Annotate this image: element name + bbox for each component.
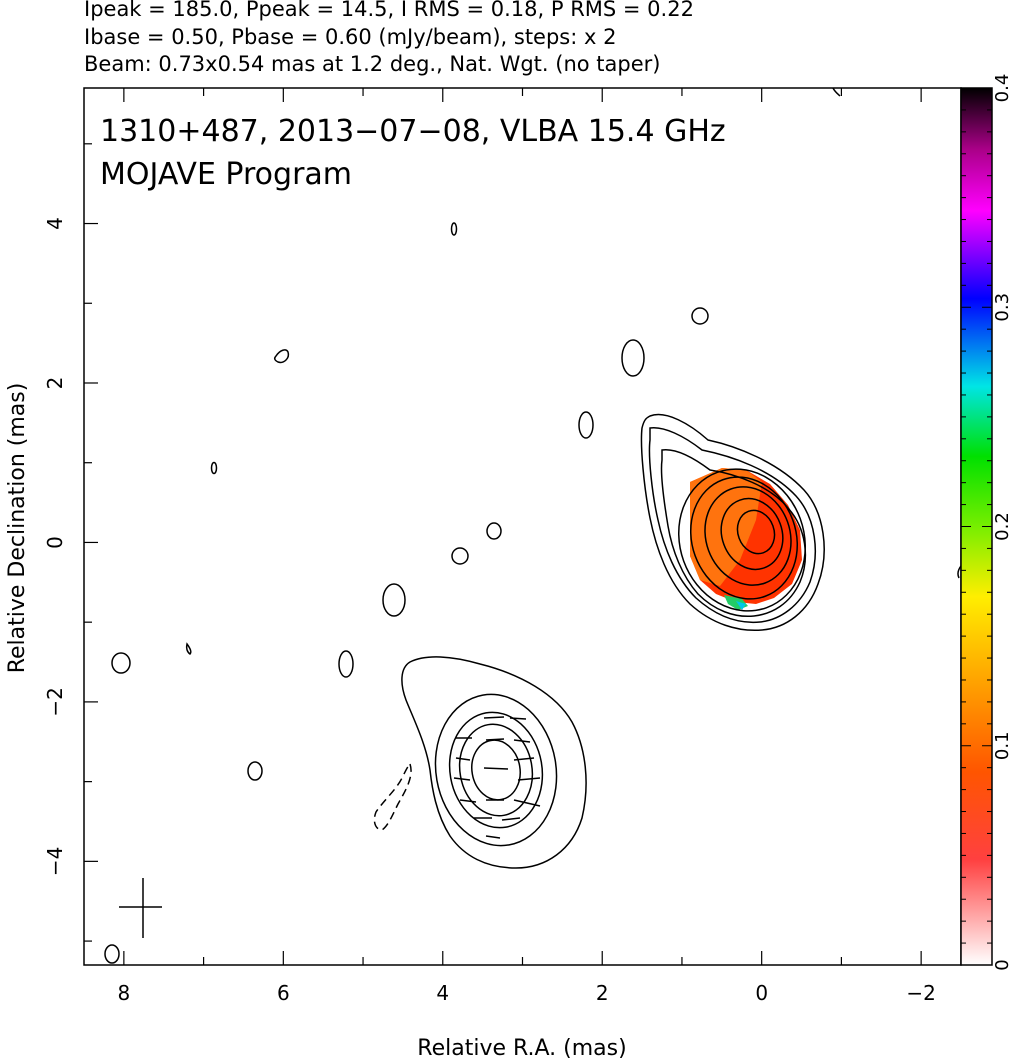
header-line-3: Beam: 0.73x0.54 mas at 1.2 deg., Nat. Wg… <box>84 52 661 76</box>
core-contours <box>640 413 825 632</box>
southeast-contours <box>401 656 587 869</box>
y-tick-label: 4 <box>43 217 67 230</box>
x-axis-label: Relative R.A. (mas) <box>417 1036 626 1061</box>
x-tick-label: −2 <box>906 981 935 1005</box>
x-tick-label: 8 <box>117 981 130 1005</box>
polarization-vectors <box>453 716 541 839</box>
y-axis-label: Relative Declination (mas) <box>5 383 30 674</box>
axis-tick-labels: 8 6 4 2 0 −2 4 2 0 −2 −4 <box>43 217 936 1005</box>
colorbar-tick-label: 0.3 <box>992 293 1013 322</box>
y-tick-label: −4 <box>43 847 67 876</box>
y-tick-label: −2 <box>43 687 67 716</box>
negative-contour <box>373 762 412 831</box>
beam-marker <box>119 878 162 938</box>
plot-frame <box>83 87 962 966</box>
x-tick-label: 4 <box>436 981 449 1005</box>
panel-subtitle: MOJAVE Program <box>100 157 352 192</box>
colorbar-tick-label: 0 <box>992 959 1013 970</box>
colorbar-tick-label: 0.4 <box>992 74 1013 103</box>
x-tick-label: 0 <box>755 981 768 1005</box>
polarization-patch <box>690 468 802 610</box>
noise-contours <box>104 88 961 964</box>
x-tick-label: 6 <box>277 981 290 1005</box>
axis-ticks <box>84 88 922 965</box>
colorbar-ticks <box>961 87 992 966</box>
y-tick-label: 0 <box>43 536 67 549</box>
x-tick-label: 2 <box>596 981 609 1005</box>
header-line-1: Ipeak = 185.0, Ppeak = 14.5, I RMS = 0.1… <box>84 0 694 21</box>
y-tick-label: 2 <box>43 377 67 390</box>
colorbar-tick-labels: 0 0.1 0.2 0.3 0.4 <box>992 74 1013 971</box>
colorbar-tick-label: 0.2 <box>992 512 1013 541</box>
colorbar-tick-label: 0.1 <box>992 731 1013 760</box>
panel-title: 1310+487, 2013−07−08, VLBA 15.4 GHz <box>100 114 726 149</box>
header-line-2: Ibase = 0.50, Pbase = 0.60 (mJy/beam), s… <box>84 25 617 49</box>
